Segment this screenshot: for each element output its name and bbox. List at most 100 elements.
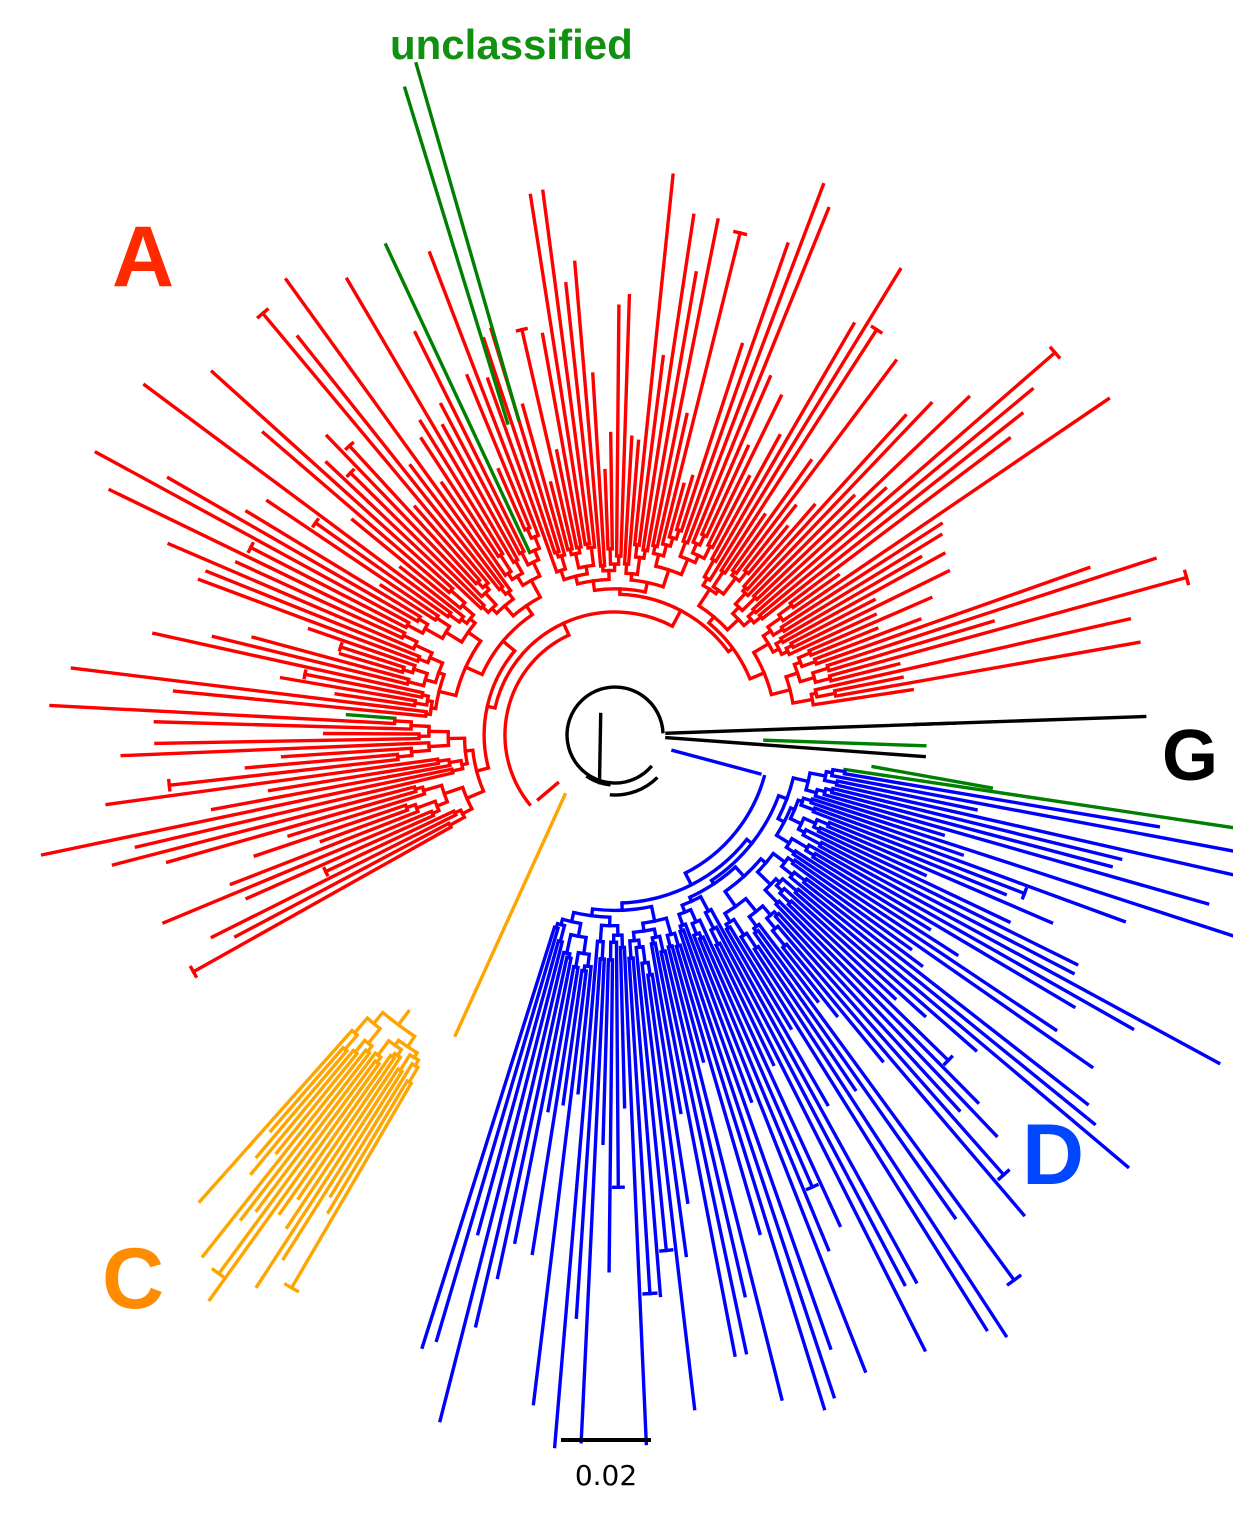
internal-branch: [739, 595, 758, 613]
tip-branch: [813, 793, 946, 838]
tip-branch: [780, 551, 947, 645]
internal-branch: [646, 960, 653, 977]
internal-branch: [528, 578, 543, 600]
tip-branch: [780, 945, 840, 1019]
tip-branch: [678, 943, 827, 1411]
tip-branch: [705, 393, 784, 548]
tip-branch: [697, 917, 843, 1228]
unclassified-long-2: [414, 61, 521, 422]
tip-branch: [792, 857, 1095, 1070]
tip-branch: [418, 418, 505, 557]
internal-branch: [798, 802, 817, 813]
tip-branch: [209, 369, 456, 591]
internal-branch: [342, 1032, 360, 1052]
tip-cherry: [642, 1291, 658, 1296]
tip-branch: [344, 276, 516, 565]
internal-branch: [790, 697, 815, 705]
internal-branch: [483, 582, 492, 592]
tip-branch: [788, 874, 1097, 1127]
internal-branch: [661, 542, 669, 558]
tip-branch: [812, 851, 1077, 1010]
internal-branch: [406, 1065, 421, 1085]
tip-branch: [634, 945, 669, 1253]
tip-branch: [641, 213, 696, 552]
clade-a-stem: [536, 780, 560, 802]
tip-branch: [93, 450, 412, 625]
tip-branch: [161, 809, 434, 925]
unclassified-long-1: [402, 86, 510, 426]
internal-branch: [780, 876, 800, 894]
internal-branch: [434, 615, 452, 629]
tip-branch: [708, 907, 919, 1285]
internal-branch: [744, 930, 759, 951]
internal-branch: [653, 552, 661, 569]
internal-branch: [405, 679, 426, 688]
tip-branch: [107, 487, 407, 636]
internal-branch: [447, 814, 467, 828]
internal-branch: [416, 616, 430, 627]
tip-cherry: [870, 324, 884, 335]
tip-cherry: [805, 1182, 820, 1192]
clade-d-stem: [670, 748, 762, 776]
internal-branch: [633, 542, 639, 559]
tip-branch: [519, 327, 575, 551]
internal-branch: [498, 585, 508, 597]
tip-branch: [530, 965, 580, 1256]
tip-branch: [674, 944, 763, 1236]
tip-branch: [348, 470, 487, 608]
internal-branch: [436, 757, 451, 764]
internal-branch: [726, 646, 736, 654]
internal-branch: [460, 603, 476, 618]
clade-label-c: C: [102, 1231, 164, 1327]
tip-branch: [825, 824, 1054, 925]
internal-branch: [589, 545, 596, 568]
tip-branch: [216, 1058, 378, 1277]
tip-branch: [338, 651, 405, 675]
tip-branch: [713, 321, 857, 564]
internal-branch: [413, 642, 435, 656]
tip-branch: [307, 626, 418, 668]
internal-branch: [576, 921, 583, 939]
internal-branch: [567, 547, 574, 557]
tip-branch: [412, 504, 482, 583]
internal-branch: [352, 1015, 370, 1036]
tip-branch: [323, 808, 457, 874]
internal-branch: [764, 915, 778, 931]
internal-branch: [649, 904, 657, 924]
internal-branch: [811, 824, 822, 832]
internal-branch: [830, 767, 847, 774]
tip-branch: [829, 790, 1114, 869]
tip-branch: [464, 373, 533, 531]
tip-branch: [713, 942, 776, 1067]
tip-branch: [607, 958, 615, 1273]
tip-cherry: [1048, 345, 1062, 360]
tip-branch: [759, 411, 1025, 622]
tip-cherry: [1182, 569, 1191, 586]
internal-branch: [710, 569, 726, 590]
tip-branch: [322, 731, 421, 736]
internal-branch: [443, 629, 465, 645]
tip-branch: [289, 1080, 414, 1291]
internal-branch: [375, 1038, 392, 1058]
internal-branch: [600, 939, 605, 961]
internal-branch: [502, 603, 516, 619]
internal-branch: [698, 894, 711, 914]
tip-branch: [142, 382, 454, 616]
tip-branch: [810, 796, 1233, 938]
internal-branch: [701, 544, 713, 561]
tip-cherry: [659, 1248, 674, 1253]
tip-branch: [345, 712, 397, 721]
tip-branch: [827, 820, 1008, 897]
tip-branch: [540, 189, 592, 546]
internal-branch: [465, 629, 484, 644]
internal-branch: [643, 580, 650, 595]
tip-branch: [752, 930, 958, 1221]
internal-branch: [676, 912, 685, 928]
internal-branch: [785, 855, 797, 865]
tip-branch: [700, 934, 815, 1190]
internal-branch: [678, 923, 684, 933]
internal-branch: [447, 758, 464, 765]
tip-branch: [683, 922, 754, 1104]
tip-branch: [697, 936, 831, 1252]
